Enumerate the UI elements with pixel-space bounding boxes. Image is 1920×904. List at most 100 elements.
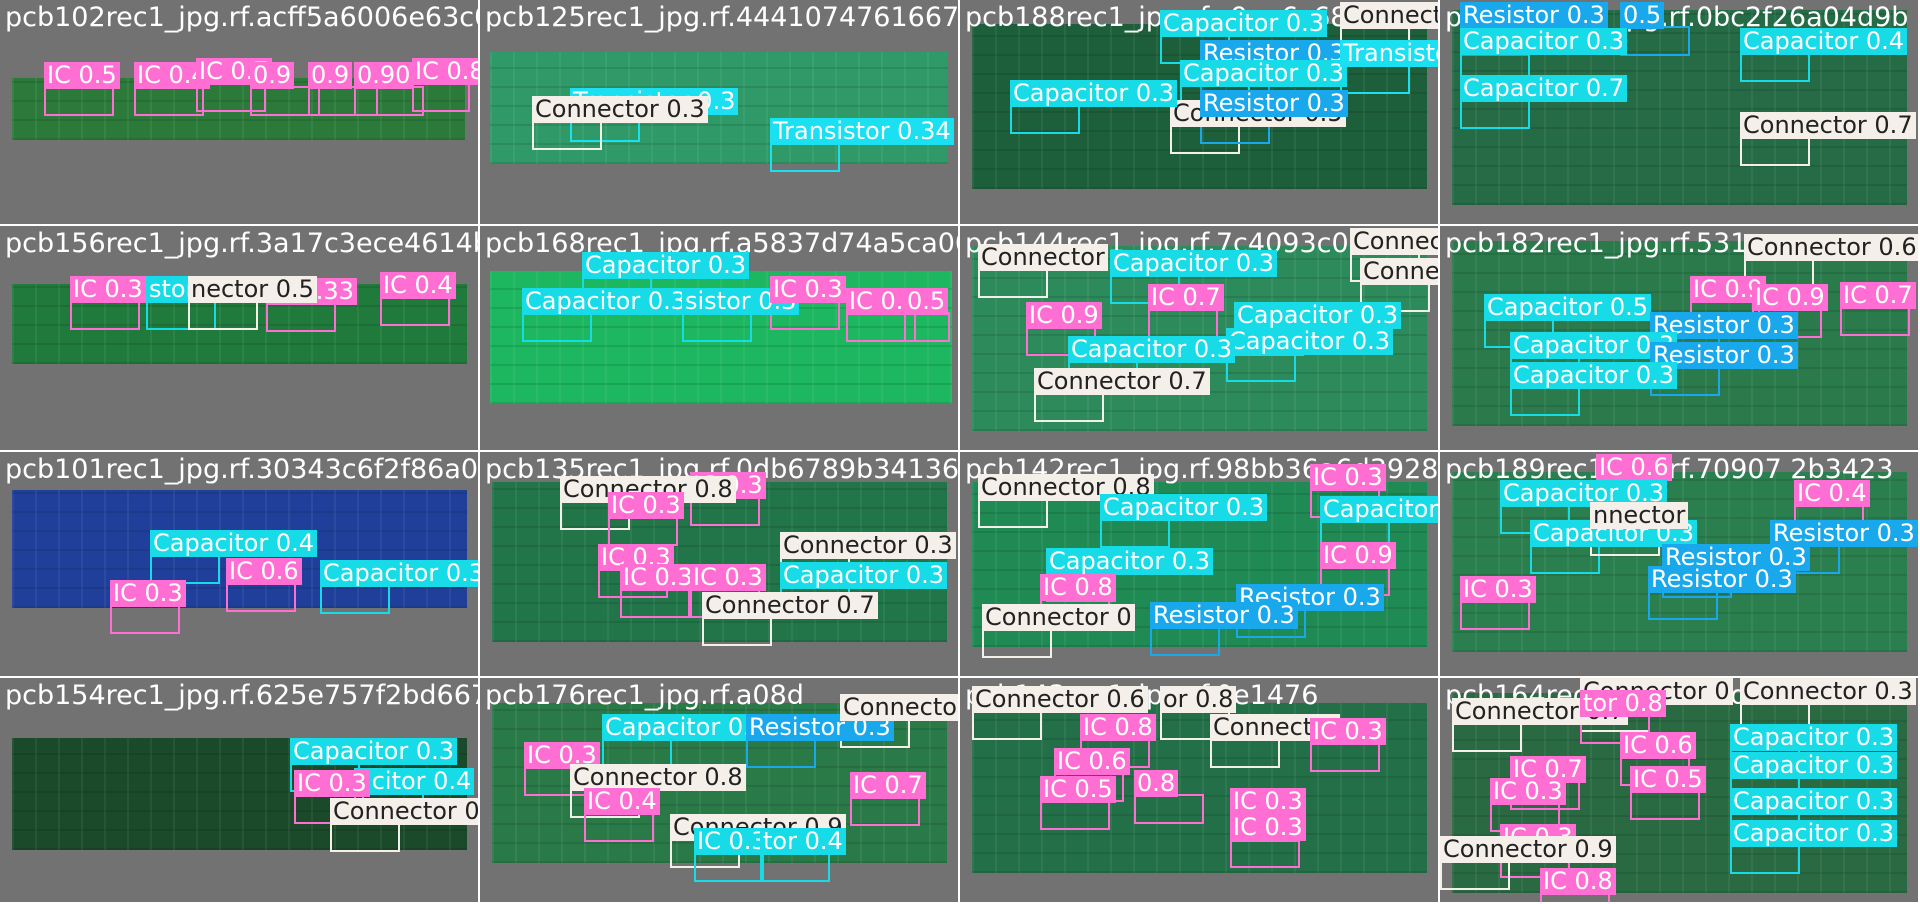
detection-label: Connector 0.6 — [1744, 234, 1918, 261]
image-tile: pcb143rec1_jpg.rf.0e1476Connector 0.6or … — [960, 678, 1438, 902]
detection-box — [70, 300, 140, 330]
detection-label: IC 0.3 — [1490, 778, 1566, 805]
detection-label: tor 0.4 — [760, 828, 846, 855]
detection-label: Connector 0.3 — [1360, 258, 1438, 285]
detection-label: Connector 0.9 — [1440, 836, 1616, 863]
detection-label: Capacitor 0.3 — [1110, 250, 1278, 277]
detection-label: IC 0.5 — [1630, 766, 1706, 793]
detection-label: Capacitor 0.3 — [522, 288, 690, 315]
detection-label: Resistor 0.3 — [1770, 520, 1918, 547]
detection-label: Capacitor 0.3 — [1510, 332, 1678, 359]
detection-label: tor 0.8 — [1580, 690, 1666, 717]
image-tile: pcb142rec1_jpg.rf.98bb36a6d39284 Connecto… — [960, 452, 1438, 676]
detection-label: IC 0.3 — [694, 828, 770, 855]
detection-label: Resistor 0.3 — [1150, 602, 1298, 629]
detection-label: Resistor 0.3 — [1460, 2, 1608, 29]
detection-label: Resistor 0.3 — [1648, 566, 1796, 593]
detection-label: Capacitor 0.3 — [582, 252, 750, 279]
tile-filename: pcb176rec1_jpg.rf.a08d — [485, 680, 804, 711]
detection-label: Connector 0.6 — [972, 686, 1148, 713]
detection-label: Capacitor 0.3 — [1460, 28, 1628, 55]
detection-label: nnector — [1590, 502, 1689, 529]
detection-label: IC 0.3 — [1230, 814, 1306, 841]
detection-box — [978, 268, 1048, 298]
detection-label: IC 0.3 — [690, 564, 766, 591]
detection-label: Capacitor 0.3 — [1046, 548, 1214, 575]
detection-box — [532, 120, 602, 150]
detection-label: Capacitor 0.3 — [1730, 752, 1898, 779]
detection-box — [620, 588, 690, 618]
image-tile: pcb182rec1_jpg.rf.531c Connector 0.6 Capac… — [1440, 226, 1918, 450]
detection-label: IC 0.6 — [1054, 748, 1130, 775]
detection-box — [266, 302, 336, 332]
detection-label: Capacitor 0.3 — [1180, 60, 1348, 87]
detection-label: IC 0.8 — [1540, 868, 1616, 895]
detection-box — [694, 852, 764, 882]
detection-label: Capacitor 0.3 — [320, 560, 478, 587]
detection-label: Connector 0.5 — [330, 798, 478, 825]
detection-label: IC 0.3 — [294, 770, 370, 797]
detection-box — [134, 86, 204, 116]
detection-label: Capacitor 0.3 — [1100, 494, 1268, 521]
detection-label: nector 0.5 — [188, 276, 317, 303]
detection-box — [44, 86, 114, 116]
detection-box — [584, 812, 654, 842]
detection-box — [188, 300, 258, 330]
detection-label: IC 0.3 — [608, 492, 684, 519]
detection-label: IC 0.3 — [1460, 576, 1536, 603]
detection-label: Capacitor 0.3 — [1160, 10, 1328, 37]
detection-label: Capacitor 0.3 — [1234, 302, 1402, 329]
detection-label: IC 0.3 — [1310, 464, 1386, 491]
detection-label: IC 0.4 — [380, 272, 456, 299]
detection-label: Resistor 0.3 — [746, 714, 894, 741]
detection-label: 0.9 — [308, 62, 353, 89]
detection-box — [1148, 308, 1218, 338]
image-tile: pcb183rec1_jpg.rf.0bc2f26a04d9b Resistor … — [1440, 0, 1918, 224]
detection-label: Resistor 0.3 — [1200, 90, 1348, 117]
detection-box — [1100, 518, 1170, 548]
detection-label: IC 0.4 — [584, 788, 660, 815]
image-tile: pcb125rec1_jpg.rf.444107476166721c2f5146… — [480, 0, 958, 224]
detection-box — [770, 142, 840, 172]
detection-label: Capacitor 0.5 — [1484, 294, 1652, 321]
detection-label: IC 0.9 — [1752, 284, 1828, 311]
detection-box — [1452, 722, 1522, 752]
detection-box — [1150, 626, 1220, 656]
detection-box — [746, 738, 816, 768]
image-tile: pcb135rec1_jpg.rf.0db6789b34136b48IC 0.3… — [480, 452, 958, 676]
detection-label: Connector 0.3 0.9 — [1350, 228, 1438, 255]
detection-label: IC 0.7 — [1148, 284, 1224, 311]
detection-label: IC 0.7 — [1840, 282, 1916, 309]
image-tile: pcb102rec1_jpg.rf.acff5a6006e63c07dc5285… — [0, 0, 478, 224]
detection-box — [1010, 104, 1080, 134]
image-tile: pcb156rec1_jpg.rf.3a17c3ece4614bdb75d2 IC… — [0, 226, 478, 450]
tile-filename: pcb102rec1_jpg.rf.acff5a6006e63c07dc5285 — [5, 2, 478, 33]
detection-label: Connector — [978, 244, 1108, 271]
detection-label: IC 0.3 — [1230, 788, 1306, 815]
detection-label: IC 0.8 — [1080, 714, 1156, 741]
detection-box — [1210, 738, 1280, 768]
detection-label: Transistor 0.6 — [1340, 40, 1438, 67]
image-tile: pcb164rec1_jpg.rf.38dConnector 0Connecto… — [1440, 678, 1918, 902]
detection-box — [1440, 860, 1510, 890]
detection-label: IC 0.8 — [412, 58, 478, 85]
detection-label: IC 0.3 — [620, 564, 696, 591]
detection-label: Capacitor 0.3 — [780, 562, 948, 589]
detection-box — [1034, 392, 1104, 422]
detection-label: Capacitor 0.3 — [602, 714, 770, 741]
detection-label: IC 0.7 — [850, 772, 926, 799]
detection-label: Connector — [840, 694, 958, 721]
tile-filename: pcb125rec1_jpg.rf.444107476166721c2f5146 — [485, 2, 958, 33]
detection-box — [320, 584, 390, 614]
detection-box — [522, 312, 592, 342]
detection-label: Capacitor 0.3 — [1510, 362, 1678, 389]
detection-label: IC 0.9 — [1320, 542, 1396, 569]
image-tile: pcb168rec1_jpg.rf.a5837d74a5ca00a82aCapa… — [480, 226, 958, 450]
detection-label: IC 0.3 — [1310, 718, 1386, 745]
detection-label: Connector 0.7 — [1034, 368, 1210, 395]
detection-label: Connector 0 — [982, 604, 1135, 631]
detection-label: or 0.8 — [1160, 686, 1237, 713]
detection-label: acitor 0.4 — [354, 768, 475, 795]
detection-label: Connector 0.3 — [780, 532, 956, 559]
detection-box — [412, 82, 470, 112]
